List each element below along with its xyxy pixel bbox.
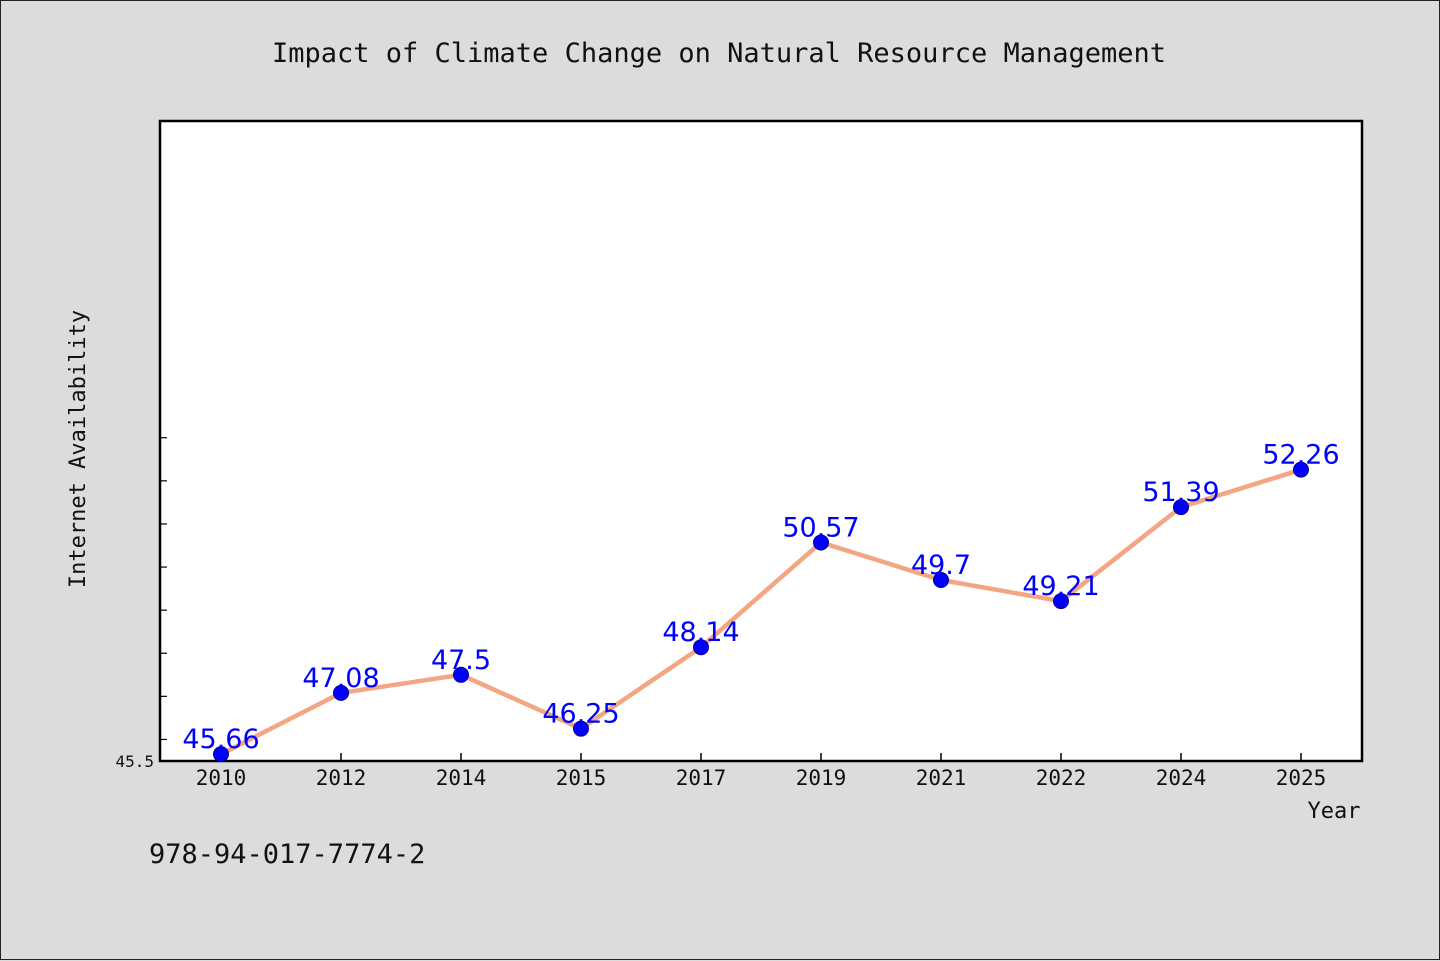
x-tick-label: 2015 — [556, 766, 607, 790]
data-label: 52.26 — [1262, 440, 1339, 471]
data-label: 48.14 — [662, 617, 739, 648]
data-labels: 45.66 47.08 47.5 46.25 48.14 50.57 49.7 49.21 51… — [182, 440, 1339, 755]
x-tick-label: 2014 — [436, 766, 487, 790]
data-label: 49.7 — [911, 550, 971, 581]
y-tick-label: 45.5 — [115, 752, 154, 771]
data-point — [573, 720, 589, 737]
data-label: 47.5 — [431, 645, 491, 676]
x-tick-label: 2025 — [1276, 766, 1327, 790]
data-label: 46.25 — [542, 699, 619, 730]
x-axis-tick-labels: 2010 2012 2014 2015 2017 2019 2021 2022 2024 2025 — [196, 766, 1327, 790]
data-label: 50.57 — [782, 512, 859, 543]
data-label: 51.39 — [1142, 477, 1219, 508]
data-point — [1293, 461, 1309, 478]
data-point — [813, 534, 829, 551]
y-axis-tick-labels: 45.5 — [115, 752, 154, 771]
y-axis-minor-ticks — [160, 437, 167, 741]
x-tick-label: 2012 — [316, 766, 367, 790]
isbn-text: 978-94-017-7774-2 — [149, 839, 425, 870]
x-tick-label: 2019 — [796, 766, 847, 790]
data-label: 45.66 — [182, 724, 259, 755]
data-label: 49.21 — [1022, 571, 1099, 602]
plot-area — [158, 119, 1364, 763]
data-label: 47.08 — [302, 663, 379, 694]
data-point — [933, 571, 949, 588]
chart-title: Impact of Climate Change on Natural Reso… — [272, 38, 1166, 69]
data-point — [453, 666, 469, 683]
x-tick-label: 2022 — [1036, 766, 1087, 790]
x-tick-label: 2021 — [916, 766, 967, 790]
data-point — [1173, 499, 1189, 516]
data-point — [213, 746, 229, 763]
x-tick-label: 2024 — [1156, 766, 1207, 790]
x-tick-label: 2017 — [676, 766, 727, 790]
x-tick-label: 2010 — [196, 766, 247, 790]
x-axis-label: Year — [1308, 799, 1361, 824]
series-markers — [213, 461, 1309, 763]
y-axis-label: Internet Availability — [66, 310, 91, 588]
data-point — [333, 684, 349, 701]
data-point — [693, 639, 709, 656]
series-line — [219, 467, 1302, 757]
data-point — [1053, 593, 1069, 610]
